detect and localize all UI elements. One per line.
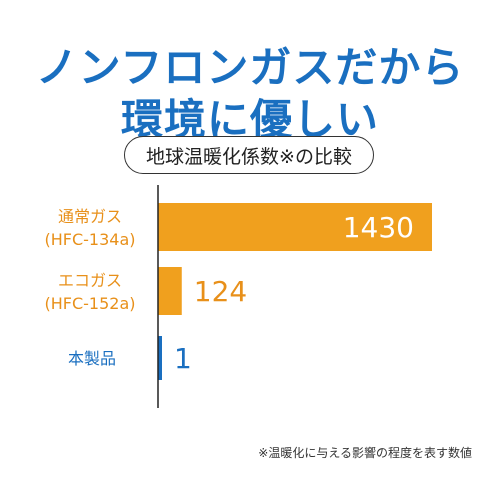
subtitle-text: 地球温暖化係数※の比較	[146, 145, 352, 168]
bar-chart: 通常ガス (HFC-134a) 1430 エコガス (HFC-152a) 124 本製品 1	[44, 185, 432, 408]
value-label-3: 1	[174, 342, 192, 375]
category-label-2-line-2: (HFC-152a)	[44, 294, 135, 313]
bar-1	[158, 203, 432, 251]
category-label-1-line-1: 通常ガス	[58, 207, 122, 226]
headline-line-2: 環境に優しい	[120, 95, 379, 144]
bar-3	[158, 336, 162, 380]
bar-2	[158, 267, 182, 315]
category-label-2-line-1: エコガス	[58, 271, 122, 290]
footnote: ※温暖化に与える影響の程度を表す数値	[258, 446, 472, 460]
value-label-1: 1430	[343, 211, 414, 244]
category-label-3: 本製品	[68, 349, 116, 368]
category-label-1-line-2: (HFC-134a)	[44, 230, 135, 249]
headline-line-1: ノンフロンガスだから	[35, 43, 465, 92]
subtitle-badge: 地球温暖化係数※の比較	[124, 136, 374, 174]
value-label-2: 124	[194, 275, 247, 308]
